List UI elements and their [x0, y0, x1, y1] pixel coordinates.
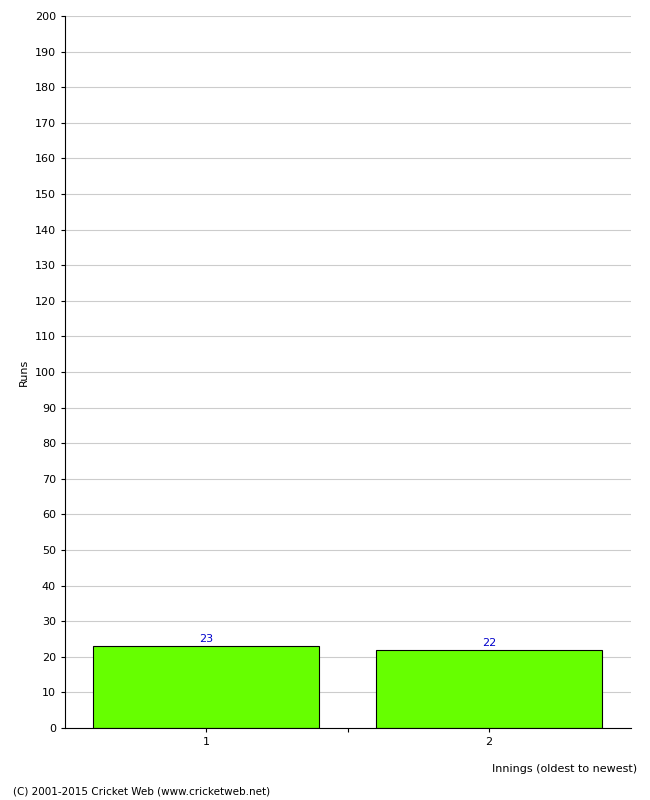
Text: (C) 2001-2015 Cricket Web (www.cricketweb.net): (C) 2001-2015 Cricket Web (www.cricketwe…	[13, 786, 270, 796]
Text: 23: 23	[200, 634, 213, 644]
Text: 22: 22	[482, 638, 496, 648]
Text: Innings (oldest to newest): Innings (oldest to newest)	[492, 764, 637, 774]
Y-axis label: Runs: Runs	[20, 358, 29, 386]
Bar	[376, 650, 603, 728]
Bar	[94, 646, 320, 728]
